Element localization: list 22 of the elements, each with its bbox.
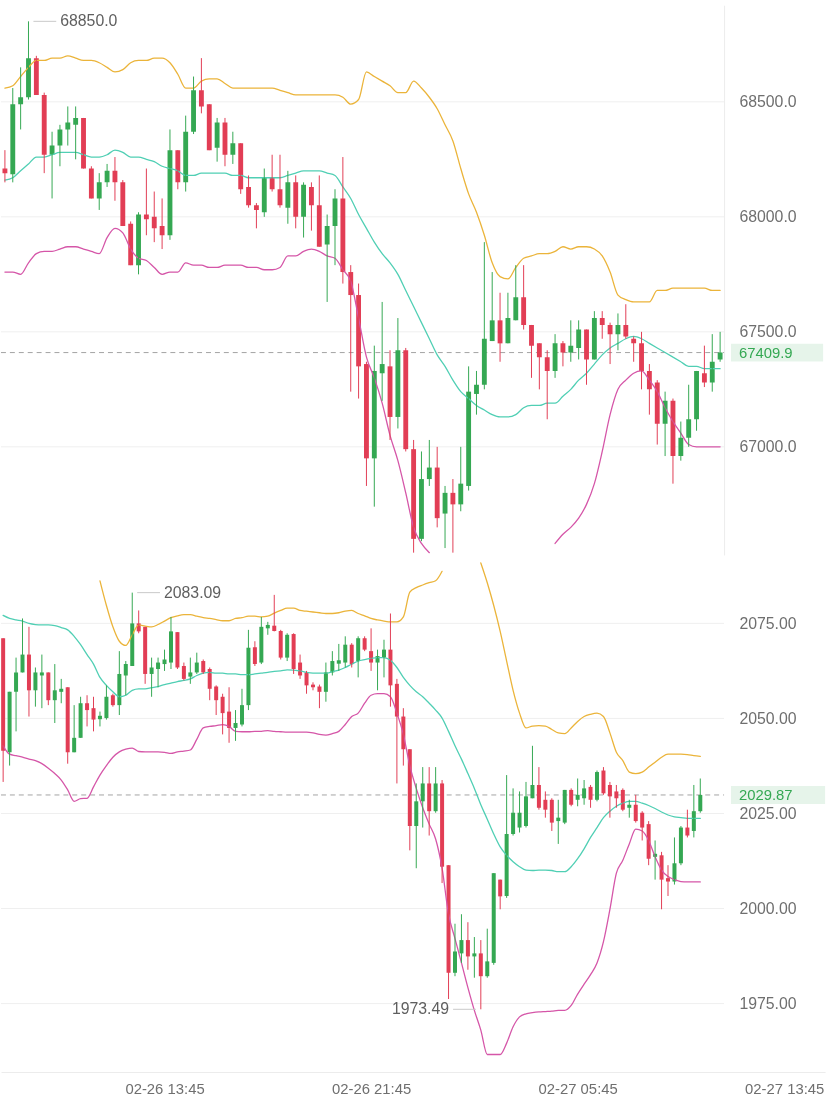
annotation: 68850.0 bbox=[60, 12, 118, 30]
y-tick-label: 2050.00 bbox=[739, 709, 797, 727]
ref-line-label: 2029.87 bbox=[738, 786, 793, 803]
x-tick-label: 02-27 13:45 bbox=[745, 1081, 825, 1098]
annotation: 1973.49 bbox=[391, 1000, 450, 1018]
y-tick-label: 1975.00 bbox=[739, 995, 797, 1013]
line-series bbox=[2, 614, 701, 873]
annotation: 2083.09 bbox=[163, 583, 222, 601]
y-tick-label: 68500.0 bbox=[739, 93, 797, 111]
y-tick-label: 2000.00 bbox=[739, 899, 797, 917]
candlestick bbox=[253, 202, 259, 229]
y-tick-label: 67000.0 bbox=[739, 438, 797, 456]
x-tick-label: 02-26 13:45 bbox=[125, 1081, 205, 1098]
line-series bbox=[4, 55, 721, 303]
y-tick-label: 67500.0 bbox=[739, 323, 797, 341]
x-tick-label: 02-26 21:45 bbox=[331, 1081, 412, 1098]
y-tick-label: 2075.00 bbox=[739, 614, 797, 632]
y-tick-label: 68000.0 bbox=[739, 208, 797, 226]
line-series bbox=[2, 693, 701, 1056]
y-tick-label: 2025.00 bbox=[739, 804, 797, 822]
ref-line-label: 67409.9 bbox=[738, 344, 793, 361]
x-tick-label: 02-27 05:45 bbox=[538, 1081, 618, 1098]
